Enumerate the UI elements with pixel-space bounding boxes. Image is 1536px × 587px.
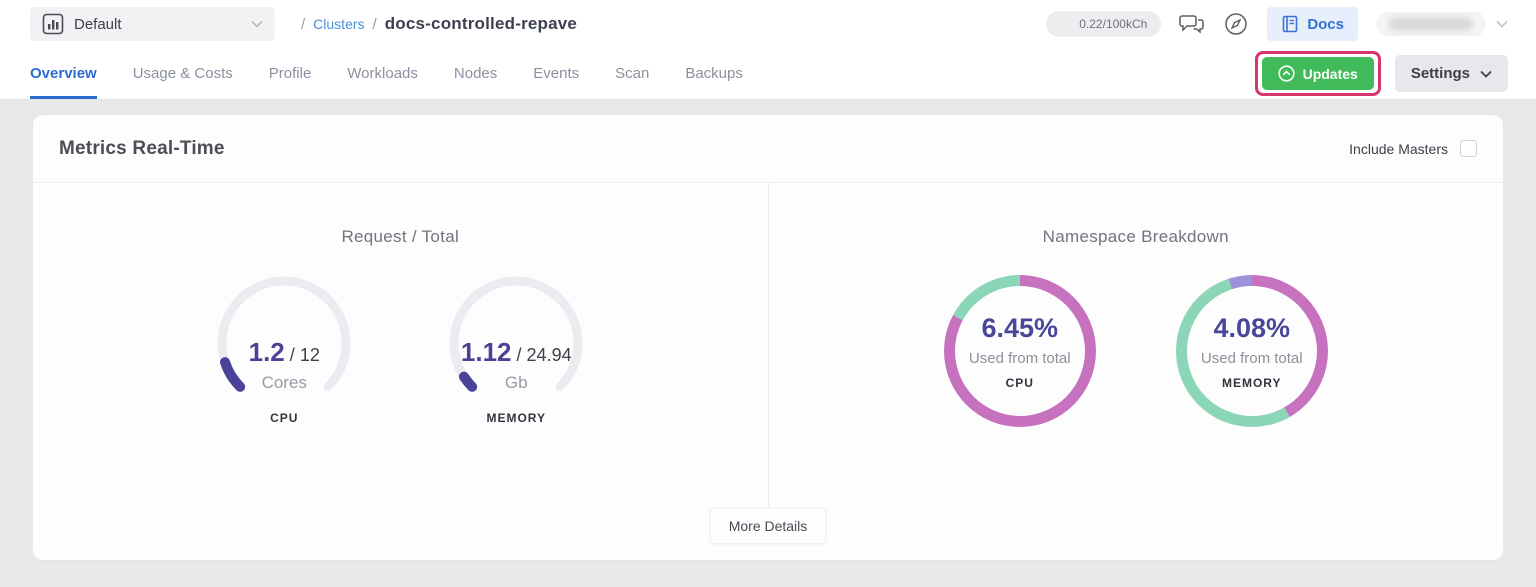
cpu-gauge-total: 12 xyxy=(299,345,320,365)
breadcrumb-link-clusters[interactable]: Clusters xyxy=(313,16,365,32)
cpu-donut-label: Used from total xyxy=(968,349,1071,367)
cpu-gauge-unit: Cores xyxy=(261,373,307,392)
project-selector-label: Default xyxy=(74,15,122,33)
tab-backups[interactable]: Backups xyxy=(685,64,743,82)
cpu-donut-percent: 6.45% xyxy=(981,312,1059,343)
memory-gauge-arc xyxy=(449,276,583,392)
namespace-breakdown-title: Namespace Breakdown xyxy=(1042,227,1229,246)
chevron-down-icon xyxy=(1480,70,1492,78)
explore-button[interactable] xyxy=(1223,11,1249,37)
memory-donut-metric-label: MEMORY xyxy=(1221,375,1282,390)
metrics-card-title: Metrics Real-Time xyxy=(59,137,225,159)
memory-gauge-unit: Gb xyxy=(504,373,528,392)
cpu-gauge-value: 1.2 xyxy=(248,337,285,367)
cpu-donut-metric-label: CPU xyxy=(1005,375,1034,390)
circle-arrow-up-icon xyxy=(1277,65,1295,82)
request-total-title: Request / Total xyxy=(341,227,460,246)
include-masters-checkbox[interactable] xyxy=(1460,140,1477,157)
memory-donut-label: Used from total xyxy=(1200,349,1303,367)
include-masters-label: Include Masters xyxy=(1349,140,1448,157)
value-separator: / xyxy=(516,345,522,365)
updates-button-label: Updates xyxy=(1302,65,1358,82)
chat-button[interactable] xyxy=(1179,11,1205,37)
value-separator: / xyxy=(289,345,295,365)
updates-highlight-annotation: Updates xyxy=(1254,51,1381,96)
breadcrumb-separator: / xyxy=(372,15,377,33)
updates-button[interactable]: Updates xyxy=(1261,57,1374,90)
tab-overview[interactable]: Overview xyxy=(30,48,97,99)
top-bar: Default / Clusters / docs-controlled-rep… xyxy=(0,0,1536,48)
cpu-namespace-donut: 6.45% Used from total CPU xyxy=(943,275,1096,427)
chevron-down-icon xyxy=(1496,20,1508,28)
chevron-down-icon xyxy=(251,20,263,28)
user-name-redacted xyxy=(1376,12,1486,36)
breadcrumb: / Clusters / docs-controlled-repave xyxy=(301,14,577,34)
more-details-button[interactable]: More Details xyxy=(709,508,827,544)
chat-icon xyxy=(1179,15,1205,34)
user-menu-dropdown[interactable] xyxy=(1376,12,1508,36)
memory-gauge: 1.12 / 24.94 Gb MEMORY xyxy=(431,275,601,425)
tab-events[interactable]: Events xyxy=(533,64,580,82)
memory-donut-percent: 4.08% xyxy=(1213,312,1291,343)
request-total-section: Request / Total 1.2 / 12 xyxy=(33,183,769,508)
tab-nodes[interactable]: Nodes xyxy=(453,64,498,82)
cluster-tab-bar: Overview Usage & Costs Profile Workloads… xyxy=(0,48,1536,100)
project-selector-dropdown[interactable]: Default xyxy=(30,7,275,41)
cpu-gauge-metric-label: CPU xyxy=(270,411,299,425)
memory-gauge-value: 1.12 xyxy=(460,337,512,367)
settings-button-label: Settings xyxy=(1410,65,1470,82)
namespace-breakdown-section: Namespace Breakdown 6.45% Used from tota… xyxy=(769,183,1504,508)
tab-usage-costs[interactable]: Usage & Costs xyxy=(132,64,233,82)
tab-profile[interactable]: Profile xyxy=(268,64,312,82)
memory-gauge-total: 24.94 xyxy=(526,345,572,365)
usage-quota-badge[interactable]: 0.22/100kCh xyxy=(1046,11,1162,37)
metrics-realtime-card: Metrics Real-Time Include Masters Reques… xyxy=(33,115,1503,560)
main-content: Metrics Real-Time Include Masters Reques… xyxy=(0,100,1536,560)
memory-gauge-metric-label: MEMORY xyxy=(486,411,547,425)
cpu-gauge: 1.2 / 12 Cores CPU xyxy=(199,275,369,425)
project-scope-icon xyxy=(42,13,64,35)
usage-quota-value: 0.22/100kCh xyxy=(1079,17,1148,31)
memory-namespace-donut: 4.08% Used from total MEMORY xyxy=(1175,275,1328,427)
breadcrumb-separator: / xyxy=(301,15,306,33)
breadcrumb-current-cluster: docs-controlled-repave xyxy=(384,14,578,33)
settings-button[interactable]: Settings xyxy=(1394,55,1508,92)
cpu-gauge-arc xyxy=(217,276,351,392)
tab-workloads[interactable]: Workloads xyxy=(347,64,418,82)
tab-scan[interactable]: Scan xyxy=(615,64,650,82)
docs-button-label: Docs xyxy=(1307,15,1344,33)
book-icon xyxy=(1283,15,1298,33)
docs-button[interactable]: Docs xyxy=(1267,7,1358,41)
compass-icon xyxy=(1225,13,1248,35)
